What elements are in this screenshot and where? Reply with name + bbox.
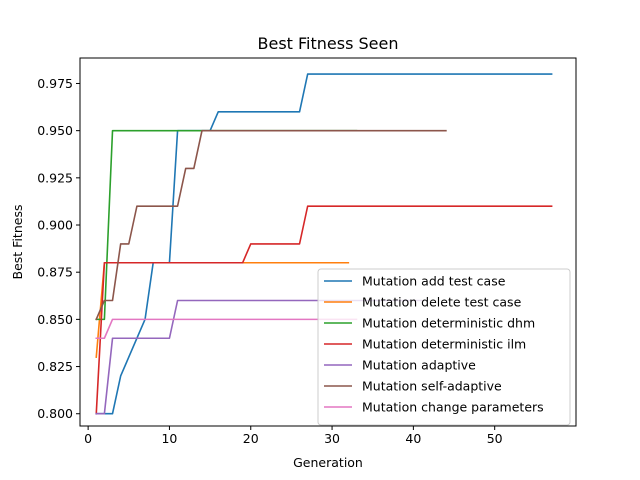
x-tick-label: 20	[243, 431, 259, 446]
y-tick-label: 0.825	[37, 359, 73, 374]
x-axis: 0 10 20 30 40 50	[84, 426, 503, 446]
y-axis: 0.800 0.825 0.850 0.875 0.900 0.925 0.950 0.975	[37, 76, 80, 421]
x-tick-label: 30	[324, 431, 340, 446]
y-tick-label: 0.850	[37, 312, 73, 327]
y-tick-label: 0.800	[37, 406, 73, 421]
x-tick-label: 40	[405, 431, 421, 446]
legend-box	[317, 268, 571, 426]
legend-label: Mutation self-adaptive	[362, 379, 502, 394]
legend: Mutation add test case Mutation delete te…	[317, 268, 571, 426]
x-tick-label: 10	[161, 431, 177, 446]
series-line-4	[95, 205, 553, 415]
legend-label: Mutation add test case	[362, 274, 506, 289]
x-axis-label: Generation	[293, 455, 363, 470]
legend-label: Mutation adaptive	[362, 358, 476, 373]
chart-title: Best Fitness Seen	[258, 34, 399, 53]
series-line-7	[95, 318, 358, 340]
y-tick-label: 0.950	[37, 123, 73, 138]
legend-label: Mutation deterministic dhm	[362, 316, 535, 331]
y-tick-label: 0.900	[37, 218, 73, 233]
y-tick-label: 0.925	[37, 170, 73, 185]
plot-area	[79, 57, 577, 427]
legend-label: Mutation delete test case	[362, 295, 522, 310]
y-tick-label: 0.975	[37, 76, 73, 91]
series-line-5	[95, 299, 423, 415]
legend-label: Mutation deterministic ilm	[362, 337, 526, 352]
series-group	[95, 73, 553, 415]
x-tick-label: 50	[487, 431, 503, 446]
y-tick-label: 0.875	[37, 265, 73, 280]
plot-frame	[79, 57, 577, 427]
y-axis-label: Best Fitness	[10, 205, 25, 280]
legend-label: Mutation change parameters	[362, 400, 544, 415]
x-tick-label: 0	[84, 431, 92, 446]
series-line-6	[95, 129, 447, 321]
